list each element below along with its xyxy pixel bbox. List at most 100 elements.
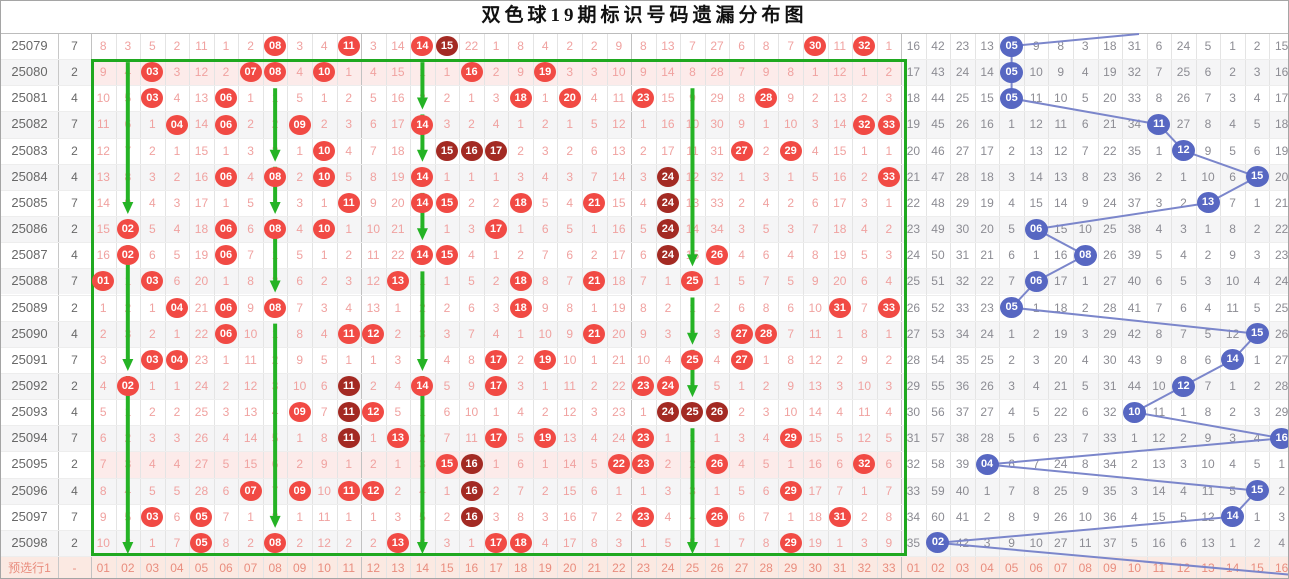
grid-line — [336, 33, 338, 578]
red-miss-cell: 2 — [590, 248, 598, 263]
footer-red-number-cell[interactable]: 32 — [857, 561, 871, 575]
red-miss-cell: 2 — [173, 169, 181, 184]
red-miss-cell: 2 — [713, 300, 721, 315]
footer-red-number-cell[interactable]: 03 — [145, 561, 160, 575]
footer-red-number-cell[interactable]: 16 — [464, 561, 479, 575]
footer-red-number-cell[interactable]: 09 — [292, 561, 307, 575]
footer-red-number-cell[interactable]: 12 — [366, 561, 380, 575]
footer-red-number-cell[interactable]: 18 — [513, 561, 528, 575]
footer-blue-number-cell[interactable]: 09 — [1103, 561, 1117, 575]
blue-miss-cell: 56 — [931, 405, 945, 420]
footer-red-number-cell[interactable]: 28 — [759, 561, 773, 575]
footer-blue-number-cell[interactable]: 13 — [1201, 561, 1215, 575]
footer-red-number-cell[interactable]: 11 — [342, 561, 355, 575]
red-miss-cell: 14 — [808, 405, 822, 420]
red-miss-cell: 6 — [738, 509, 745, 524]
red-miss-cell: 7 — [762, 509, 770, 524]
red-miss-cell: 4 — [590, 431, 598, 446]
footer-blue-number-cell[interactable]: 07 — [1054, 561, 1068, 575]
footer-red-number-cell[interactable]: 08 — [268, 561, 282, 575]
grid-line — [1, 216, 1288, 218]
footer-red-number-cell[interactable]: 04 — [170, 561, 184, 575]
red-miss-cell: 1 — [320, 248, 328, 263]
blue-miss-cell: 6 — [1204, 65, 1212, 80]
red-miss-cell: 13 — [612, 143, 626, 158]
footer-blue-number-cell[interactable]: 12 — [1176, 561, 1191, 575]
footer-red-number-cell[interactable]: 17 — [489, 561, 503, 575]
red-miss-cell: 2 — [394, 483, 402, 498]
footer-blue-number-cell[interactable]: 10 — [1127, 561, 1142, 575]
red-miss-cell: 6 — [296, 274, 303, 289]
footer-red-number-cell[interactable]: 15 — [440, 561, 454, 575]
red-miss-cell: 1 — [713, 483, 721, 498]
red-miss-cell: 3 — [222, 405, 230, 420]
footer-red-number-cell[interactable]: 30 — [808, 561, 822, 575]
footer-red-number-cell[interactable]: 26 — [710, 561, 724, 575]
red-miss-cell: 3 — [394, 509, 402, 524]
red-miss-cell: 25 — [194, 405, 209, 420]
footer-blue-number-cell[interactable]: 15 — [1250, 561, 1264, 575]
red-ball: 17 — [485, 376, 508, 397]
blue-miss-cell: 42 — [931, 39, 945, 53]
footer-blue-number-cell[interactable]: 03 — [955, 561, 970, 575]
red-miss-cell: 5 — [394, 405, 402, 420]
red-miss-cell: 5 — [885, 431, 893, 446]
red-miss-cell: 2 — [492, 274, 500, 289]
red-miss-cell: 1 — [222, 352, 230, 367]
red-miss-cell: 8 — [787, 65, 794, 80]
red-miss-cell: 5 — [566, 222, 574, 237]
footer-blue-number-cell[interactable]: 06 — [1029, 561, 1043, 575]
period-label: 25088 — [11, 273, 48, 289]
footer-red-number-cell[interactable]: 33 — [882, 561, 896, 575]
blue-miss-cell: 7 — [1155, 65, 1163, 80]
blue-miss-cell: 18 — [1054, 300, 1068, 315]
footer-blue-number-cell[interactable]: 01 — [906, 561, 921, 575]
footer-red-number-cell[interactable]: 06 — [219, 561, 233, 575]
footer-red-number-cell[interactable]: 25 — [685, 561, 700, 575]
footer-blue-number-cell[interactable]: 05 — [1004, 561, 1019, 575]
footer-red-number-cell[interactable]: 20 — [563, 561, 577, 575]
blue-miss-cell: 24 — [906, 248, 921, 263]
footer-blue-number-cell[interactable]: 11 — [1152, 561, 1166, 575]
red-miss-cell: 4 — [271, 405, 279, 420]
highlight-row-background — [91, 451, 902, 478]
blue-miss-cell: 49 — [931, 222, 945, 237]
red-miss-cell: 2 — [124, 300, 132, 315]
footer-red-number-cell[interactable]: 23 — [636, 561, 651, 575]
footer-blue-number-cell[interactable]: 14 — [1225, 561, 1240, 575]
footer-red-number-cell[interactable]: 22 — [612, 561, 626, 575]
footer-red-number-cell[interactable]: 01 — [96, 561, 110, 575]
footer-red-number-cell[interactable]: 02 — [121, 561, 135, 575]
blue-miss-cell: 42 — [955, 535, 970, 550]
footer-red-number-cell[interactable]: 27 — [734, 561, 749, 575]
red-miss-cell: 1 — [860, 65, 868, 80]
red-miss-cell: 8 — [566, 300, 574, 315]
footer-red-number-cell[interactable]: 19 — [538, 561, 552, 575]
red-miss-cell: 1 — [566, 117, 574, 132]
red-miss-cell: 2 — [247, 117, 254, 132]
footer-red-number-cell[interactable]: 14 — [415, 561, 430, 575]
blue-miss-cell: 22 — [1054, 405, 1068, 420]
footer-blue-number-cell[interactable]: 02 — [931, 561, 945, 575]
footer-red-number-cell[interactable]: 05 — [194, 561, 209, 575]
red-miss-cell: 2 — [419, 431, 426, 446]
footer-red-number-cell[interactable]: 31 — [833, 561, 847, 575]
footer-blue-number-cell[interactable]: 04 — [980, 561, 994, 575]
blue-miss-cell: 9 — [1032, 509, 1040, 524]
red-miss-cell: 9 — [787, 91, 794, 106]
blue-miss-cell: 27 — [906, 326, 921, 341]
footer-red-number-cell[interactable]: 29 — [783, 561, 798, 575]
blue-miss-cell: 44 — [931, 91, 945, 106]
red-miss-cell: 10 — [464, 405, 479, 420]
footer-red-number-cell[interactable]: 21 — [587, 561, 601, 575]
footer-red-number-cell[interactable]: 13 — [391, 561, 405, 575]
footer-red-number-cell[interactable]: 10 — [317, 561, 331, 575]
footer-blue-number-cell[interactable]: 08 — [1078, 561, 1092, 575]
red-miss-cell: 8 — [99, 483, 107, 498]
footer-red-number-cell[interactable]: 07 — [243, 561, 258, 575]
footer-red-number-cell[interactable]: 24 — [661, 561, 675, 575]
red-miss-cell: 7 — [517, 483, 524, 498]
red-ball: 29 — [779, 480, 802, 501]
footer-blue-number-cell[interactable]: 16 — [1274, 561, 1289, 575]
blue-miss-cell: 28 — [1103, 300, 1117, 315]
